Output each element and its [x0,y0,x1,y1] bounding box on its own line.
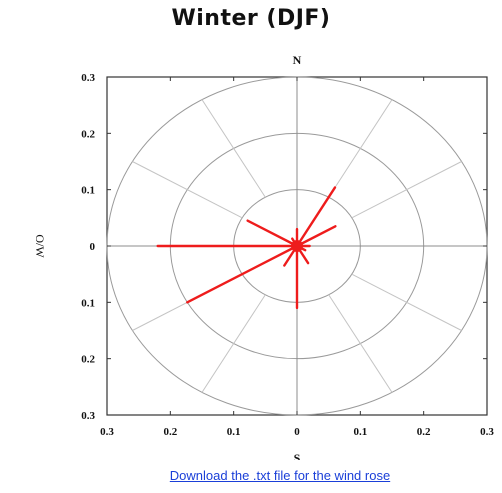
spoke-120 [351,273,462,331]
x-tick-label: 0.1 [353,426,367,438]
x-tick-label: 0.3 [100,426,114,438]
south-label: S [294,451,301,460]
wind-direction-bar-60 [295,225,337,248]
y-tick-label: 0.3 [81,410,95,422]
ticks-layer: 0.3 0.3 0.2 0.2 0.1 0.1 0 0 0.1 0.1 0.2 0.2 0.3 0.3 [81,72,494,438]
y-tick-label: 0.2 [81,354,95,366]
wind-direction-bar-300 [246,219,299,248]
spoke-60 [351,161,462,219]
x-tick-label: 0.2 [417,426,431,438]
wind-direction-bar-240 [186,244,299,304]
x-tick-label: 0.1 [227,426,241,438]
y-tick-label: 0 [90,241,96,253]
y-tick-label: 0.3 [81,72,95,84]
west-label: O/W [33,234,47,258]
page-title: Winter (DJF) [171,6,331,31]
spoke-330 [201,99,266,198]
wind-direction-bar-30 [295,186,337,248]
x-tick-label: 0.2 [163,426,177,438]
spoke-150 [328,294,393,393]
y-tick-label: 0.1 [81,297,95,309]
spoke-210 [201,294,266,393]
data-layer [156,186,337,310]
y-tick-label: 0.2 [81,128,95,140]
wind-rose-chart: 0.3 0.3 0.2 0.2 0.1 0.1 0 0 0.1 0.1 0.2 0.2 0.3 0.3 N… [33,53,494,460]
download-txt-link[interactable]: Download the .txt file for the wind rose [169,468,391,483]
center-dot [291,240,303,252]
y-tick-label: 0.1 [81,185,95,197]
north-label: N [293,53,302,67]
x-tick-label: 0.3 [480,426,494,438]
x-tick-label: 0 [294,426,300,438]
spoke-30 [328,99,393,198]
spoke-300 [132,161,243,219]
